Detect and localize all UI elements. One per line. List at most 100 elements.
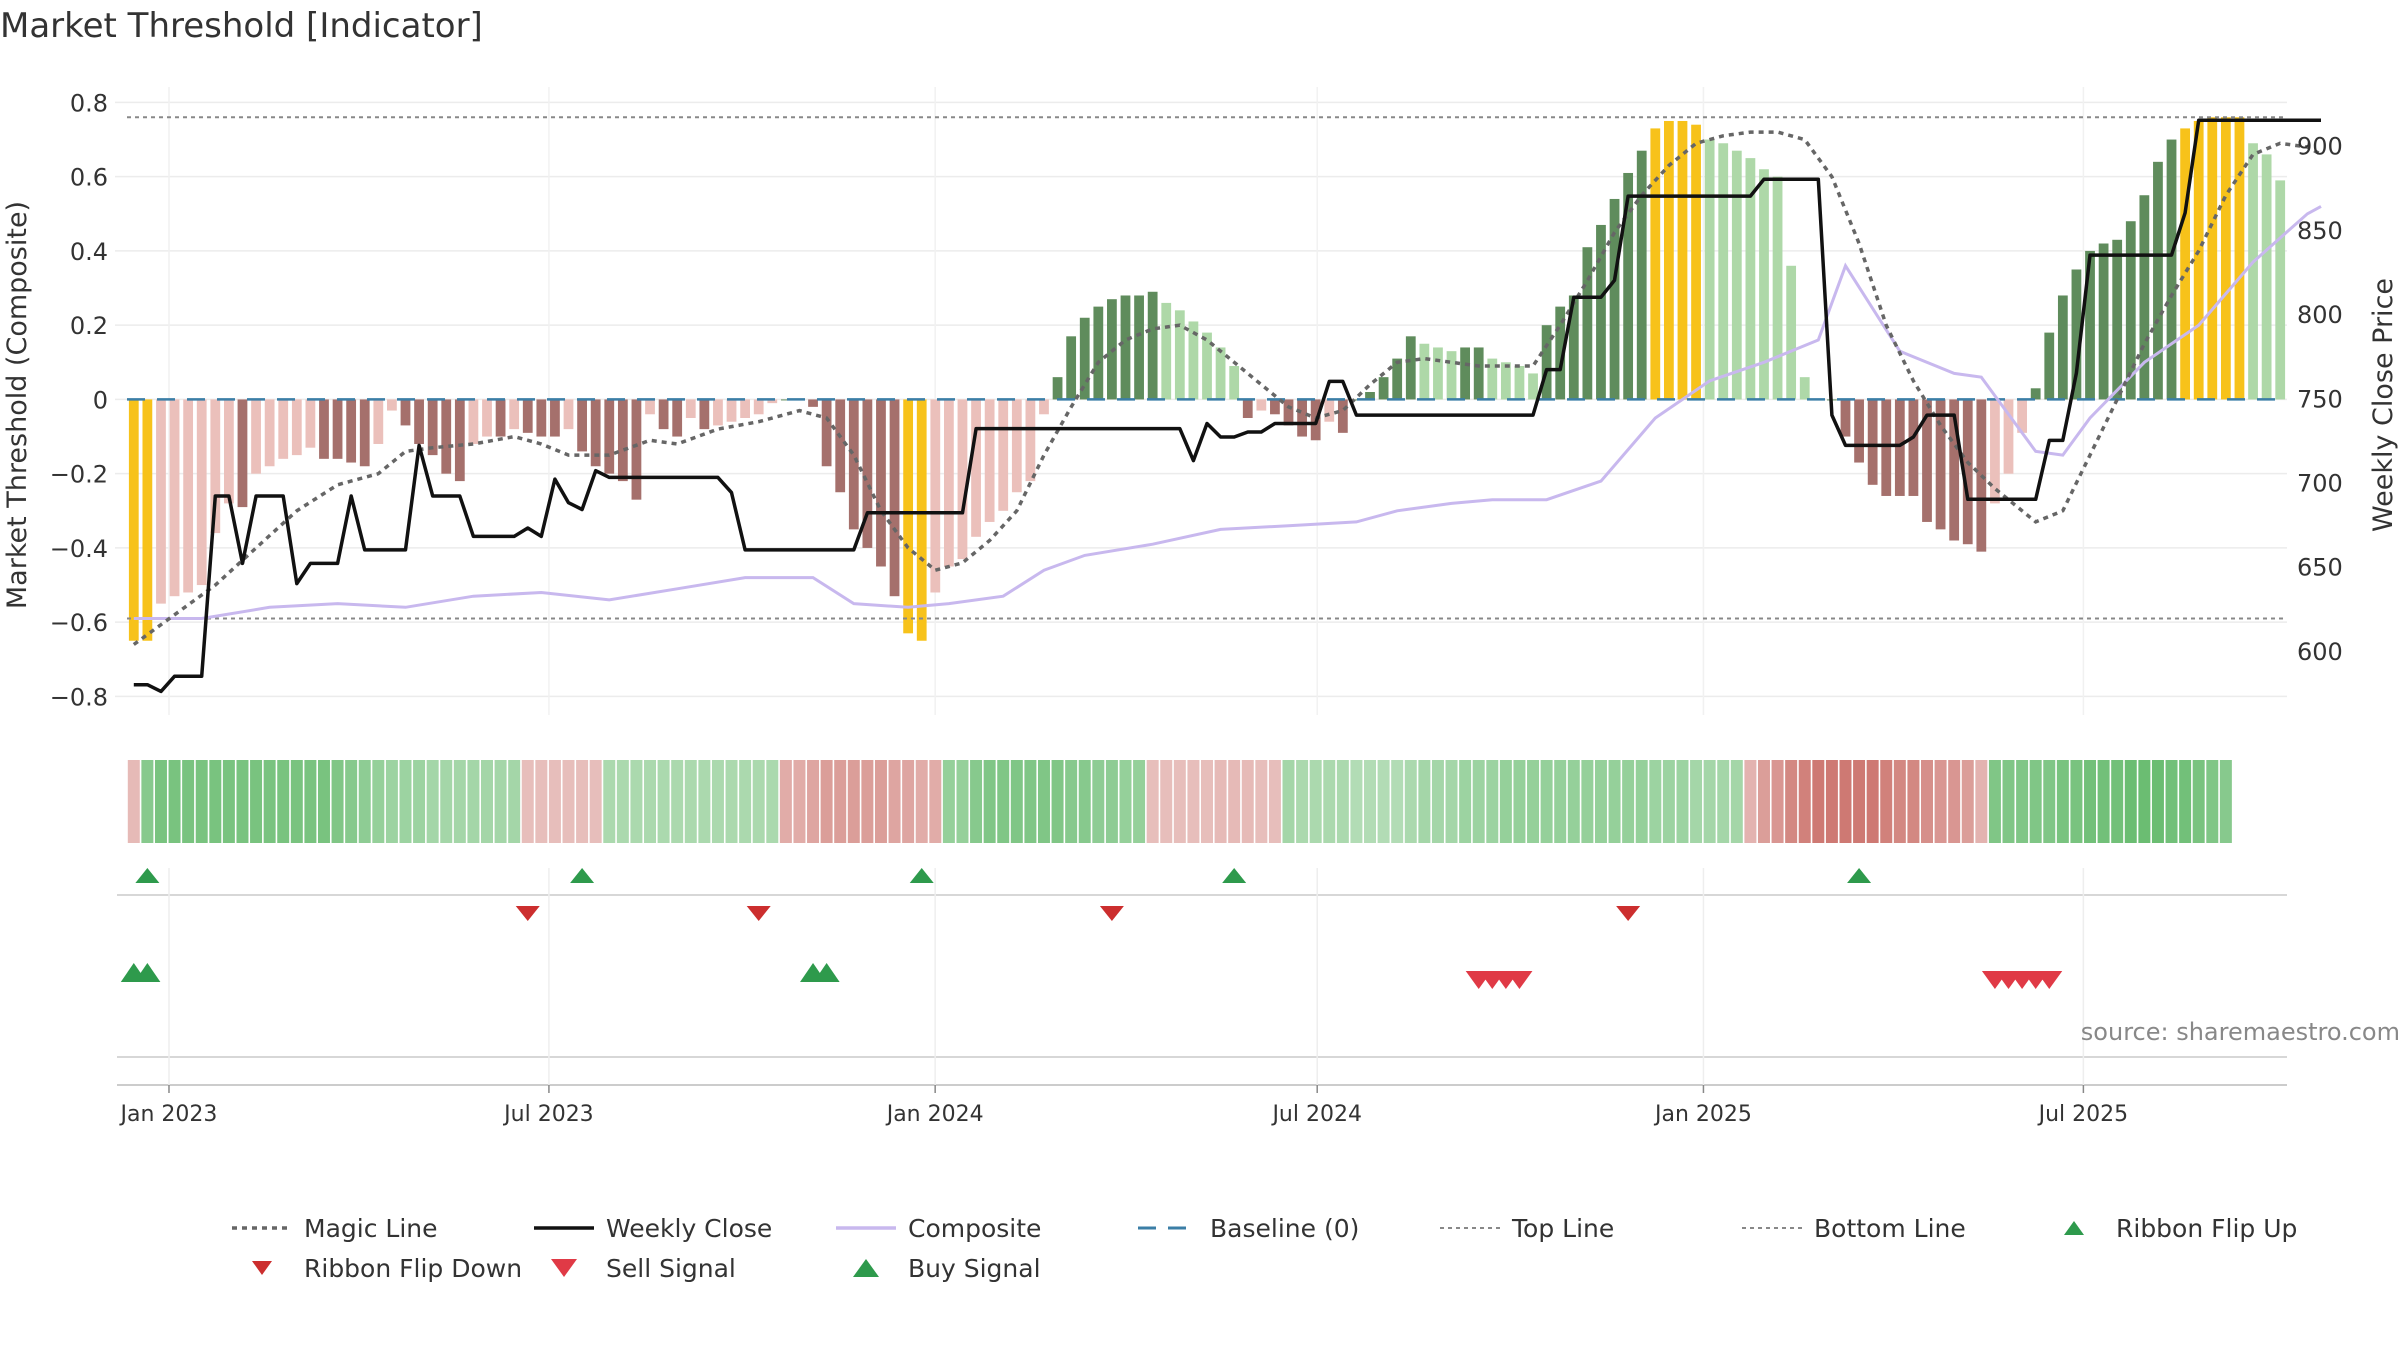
threshold-bar [1786, 265, 1797, 400]
ribbon-cell [372, 760, 385, 843]
y-left-tick-label: −0.8 [50, 683, 108, 711]
x-tick-label: Jul 2023 [502, 1102, 594, 1127]
threshold-bar [563, 399, 574, 430]
legend-row: Ribbon Flip Down Sell Signal Buy Signal [230, 1248, 2350, 1288]
threshold-bar [1066, 336, 1077, 400]
y-right-tick-label: 600 [2297, 638, 2343, 666]
ribbon-cell [222, 760, 235, 843]
ribbon-cell [358, 760, 371, 843]
ribbon-cell [2179, 760, 2192, 843]
ribbon-cell [834, 760, 847, 843]
ribbon-cell [440, 760, 453, 843]
ribbon-cell [684, 760, 697, 843]
ribbon-cell [1119, 760, 1132, 843]
y-left-tick-label: 0.2 [70, 312, 108, 340]
threshold-bar [1433, 347, 1443, 400]
threshold-bar [2207, 117, 2218, 400]
threshold-bar [1446, 351, 1457, 400]
ribbon-cell [1160, 760, 1173, 843]
threshold-bar [1161, 302, 1172, 400]
ribbon-cell [521, 760, 534, 843]
legend-magic-line: Magic Line [230, 1213, 532, 1243]
threshold-bar [495, 399, 506, 437]
threshold-bar [1011, 399, 1022, 493]
ribbon-cell [1893, 760, 1906, 843]
threshold-bar [943, 399, 954, 567]
threshold-bar [1718, 143, 1729, 400]
ribbon-cell [1961, 760, 1974, 843]
ribbon-cell [141, 760, 154, 843]
threshold-bar [808, 399, 818, 407]
ribbon-cell [1554, 760, 1567, 843]
ribbon-cell [1024, 760, 1037, 843]
ribbon-cell [2029, 760, 2042, 843]
ribbon-cell [1622, 760, 1635, 843]
x-tick-label: Jan 2023 [119, 1102, 218, 1127]
threshold-bar [468, 399, 479, 444]
legend-weekly-close: Weekly Close [532, 1213, 834, 1243]
threshold-bar [2003, 399, 2014, 474]
ribbon-cell [779, 760, 792, 843]
threshold-bar [753, 399, 764, 415]
ribbon-cell [997, 760, 1010, 843]
ribbon-cell [807, 760, 820, 843]
threshold-bar [1052, 377, 1063, 400]
ribbon-cell [1241, 760, 1254, 843]
threshold-bar [1188, 321, 1199, 400]
threshold-bar [930, 399, 941, 593]
threshold-bar [2085, 250, 2095, 400]
threshold-bar [2030, 388, 2041, 400]
ribbon-cell [589, 760, 602, 843]
ribbon-cell [2165, 760, 2178, 843]
ribbon-cell [508, 760, 521, 843]
ribbon-cell [888, 760, 901, 843]
ribbon [127, 760, 2232, 843]
threshold-bar [2017, 399, 2027, 433]
threshold-bar [1663, 120, 1674, 400]
threshold-bar [1772, 176, 1783, 400]
ribbon-cell [820, 760, 833, 843]
ribbon-cell [616, 760, 629, 843]
threshold-bar [1283, 399, 1294, 426]
legend-composite: Composite [834, 1213, 1136, 1243]
ribbon-cell [1051, 760, 1064, 843]
ribbon-cell [426, 760, 439, 843]
threshold-bar [1623, 172, 1634, 400]
weekly-close-line [133, 118, 2321, 694]
ribbon-cell [766, 760, 779, 843]
ribbon-cell [236, 760, 249, 843]
ribbon-cell [1866, 760, 1879, 843]
y-right-tick-label: 650 [2297, 554, 2343, 582]
ribbon-cell [1921, 760, 1933, 843]
threshold-bar [387, 399, 397, 411]
threshold-bar [1908, 399, 1919, 496]
legend-label: Buy Signal [908, 1253, 1041, 1283]
threshold-bar [400, 399, 411, 426]
ribbon-cell [1078, 760, 1091, 843]
threshold-bar [373, 399, 384, 444]
threshold-bar [1174, 310, 1185, 400]
ribbon-flip-up-marker [135, 868, 160, 883]
threshold-bar [876, 399, 886, 567]
ribbon-flip-down-marker [515, 906, 540, 921]
ribbon-cell [1676, 760, 1689, 843]
threshold-bar [1079, 317, 1090, 400]
ribbon-cell [1703, 760, 1716, 843]
ribbon-cell [2206, 760, 2219, 843]
ribbon-cell [929, 760, 942, 843]
threshold-bar [1487, 358, 1498, 400]
ribbon-cell [1418, 760, 1431, 843]
ribbon-cell [263, 760, 276, 843]
ribbon-cell [1853, 760, 1866, 843]
threshold-bar [156, 399, 166, 604]
threshold-bar [903, 399, 914, 634]
ribbon-cell [1377, 760, 1390, 843]
ribbon-cell [399, 760, 412, 843]
threshold-bar [142, 399, 153, 641]
threshold-bar [1215, 347, 1226, 400]
threshold-bar [713, 399, 723, 426]
legend-label: Top Line [1512, 1213, 1615, 1243]
ribbon-cell [725, 760, 738, 843]
ribbon-cell [1880, 760, 1893, 843]
